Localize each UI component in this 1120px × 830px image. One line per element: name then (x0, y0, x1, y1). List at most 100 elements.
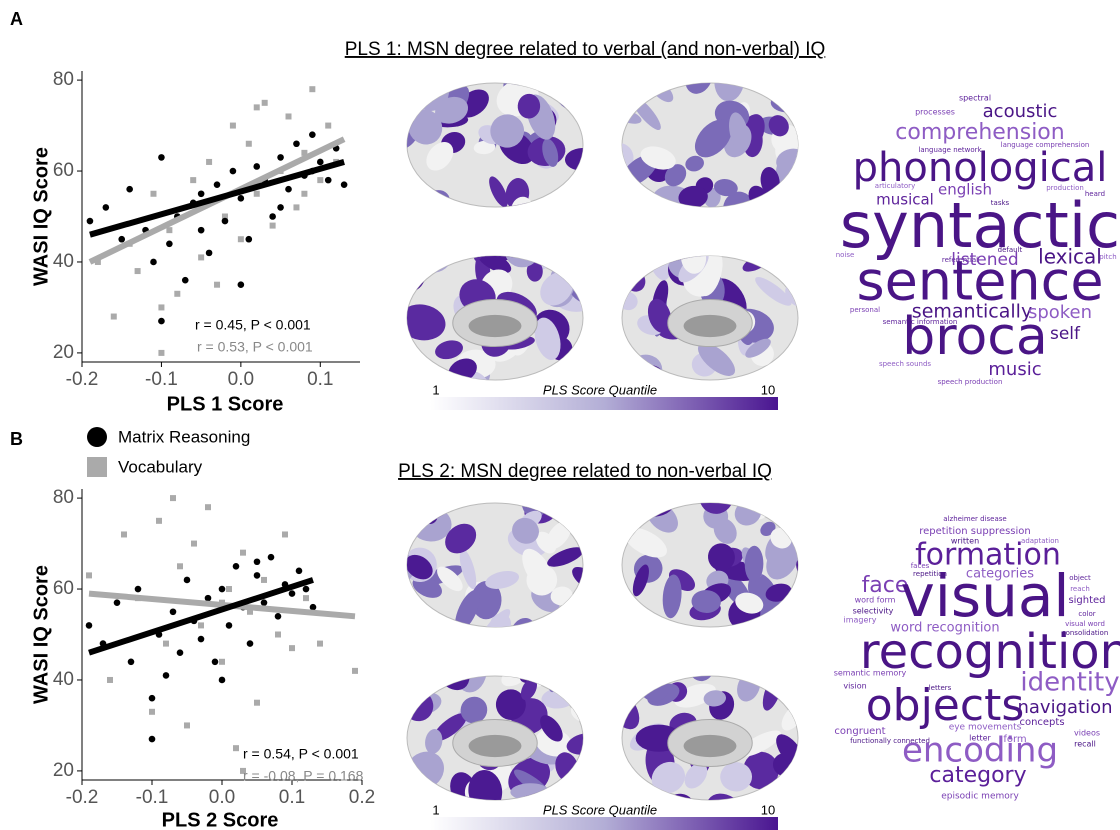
point (184, 722, 190, 728)
colorbar-min: 1 (432, 802, 439, 817)
point (114, 599, 121, 606)
point (86, 572, 92, 578)
point (158, 304, 164, 310)
point (317, 641, 323, 647)
brain-patch (786, 277, 807, 291)
point (190, 177, 196, 183)
word: self (1050, 324, 1081, 344)
point (177, 649, 184, 656)
colorbar-max: 10 (761, 802, 775, 817)
point (163, 641, 169, 647)
point (206, 250, 213, 257)
brain-patch (733, 632, 750, 676)
word: color (1078, 610, 1095, 618)
y-tick-label: 80 (53, 69, 74, 90)
point (303, 586, 310, 593)
point (198, 227, 205, 234)
word: music (988, 359, 1041, 380)
corpus-inner (684, 735, 737, 757)
colorbar-min: 1 (432, 382, 439, 397)
point (149, 695, 156, 702)
word: navigation (1017, 697, 1112, 718)
brain-patch (556, 78, 581, 105)
point (233, 745, 239, 751)
point (253, 163, 260, 170)
brain-patch (699, 628, 719, 651)
y-tick-label: 60 (53, 578, 74, 599)
word: category (929, 763, 1026, 788)
brain-patch (655, 207, 696, 244)
point (309, 86, 315, 92)
point (254, 558, 261, 565)
x-tick-label: 0.0 (209, 787, 235, 808)
point (268, 554, 275, 561)
point (254, 700, 260, 706)
x-tick-label: -0.1 (136, 787, 169, 808)
point (261, 577, 267, 583)
point (238, 281, 245, 288)
point (150, 259, 157, 266)
y-tick-label: 20 (53, 342, 74, 363)
point (121, 531, 127, 537)
point (293, 140, 300, 147)
point (240, 550, 246, 556)
legend-label: Vocabulary (118, 457, 203, 476)
brain-patch (677, 62, 700, 86)
point (246, 141, 252, 147)
corpus-inner (469, 315, 522, 337)
word: semantic memory (834, 669, 907, 678)
word: alzheimer disease (943, 515, 1006, 523)
brain (385, 38, 600, 230)
point (230, 168, 237, 175)
point (261, 599, 268, 606)
word: identity (1020, 668, 1119, 698)
corpus-inner (684, 315, 737, 337)
panel-label: B (10, 429, 23, 449)
y-tick-label: 40 (53, 669, 74, 690)
brain-patch (638, 222, 678, 265)
legend-marker (87, 427, 107, 447)
brain-patch (743, 627, 773, 663)
point (301, 191, 307, 197)
point (158, 350, 164, 356)
word: personal (850, 306, 880, 314)
point (317, 159, 324, 166)
point (184, 577, 191, 584)
point (174, 291, 180, 297)
point (198, 622, 204, 628)
point (325, 123, 331, 129)
y-axis-label: WASI IQ Score (30, 147, 52, 286)
word: processes (915, 108, 955, 117)
point (226, 586, 232, 592)
point (87, 218, 94, 225)
x-tick-label: -0.1 (145, 369, 178, 390)
brain-patch (650, 221, 696, 256)
word: repetition suppression (919, 526, 1031, 537)
point (352, 668, 358, 674)
word: object (1069, 574, 1091, 582)
point (182, 277, 189, 284)
point (286, 113, 292, 119)
point (149, 709, 155, 715)
x-tick-label: 0.1 (279, 787, 305, 808)
brain-patch (487, 481, 517, 505)
point (206, 159, 212, 165)
point (205, 595, 212, 602)
point (247, 640, 254, 647)
colorbar-title: PLS Score Quantile (543, 802, 657, 817)
point (166, 240, 173, 247)
point (118, 236, 125, 243)
point (233, 563, 240, 570)
point (191, 541, 197, 547)
y-tick-label: 20 (53, 760, 74, 781)
point (293, 204, 299, 210)
word: broca (902, 307, 1048, 367)
point (341, 181, 348, 188)
point (269, 213, 276, 220)
annotation: r = 0.53, P < 0.001 (197, 339, 313, 355)
brain-patch (688, 220, 719, 250)
point (214, 181, 221, 188)
colorbar (430, 397, 778, 410)
point (254, 572, 261, 579)
word: noise (836, 251, 855, 259)
